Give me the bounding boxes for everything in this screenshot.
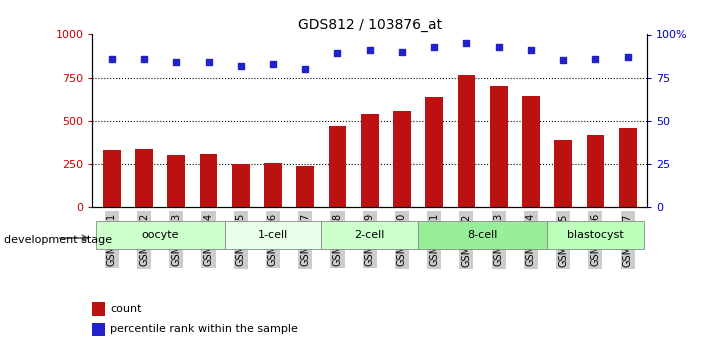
Point: [589, 56, 601, 61]
Bar: [425, 97, 443, 207]
Text: count: count: [110, 304, 141, 314]
Bar: [296, 167, 314, 207]
Point: [396, 49, 407, 55]
Bar: [135, 149, 153, 207]
Point: [235, 63, 247, 68]
Point: [525, 47, 537, 53]
FancyBboxPatch shape: [96, 221, 225, 248]
Title: GDS812 / 103876_at: GDS812 / 103876_at: [298, 18, 442, 32]
Bar: [103, 150, 121, 207]
Text: percentile rank within the sample: percentile rank within the sample: [110, 324, 298, 334]
Bar: [200, 155, 218, 207]
Text: 2-cell: 2-cell: [355, 230, 385, 239]
Bar: [264, 162, 282, 207]
FancyBboxPatch shape: [547, 221, 643, 248]
Bar: [92, 323, 105, 336]
Point: [139, 56, 150, 61]
Point: [493, 44, 504, 49]
Bar: [619, 128, 636, 207]
Bar: [393, 111, 411, 207]
Bar: [92, 302, 105, 316]
Point: [557, 58, 569, 63]
Text: oocyte: oocyte: [141, 230, 179, 239]
Point: [171, 59, 182, 65]
Point: [106, 56, 117, 61]
Point: [429, 44, 440, 49]
Bar: [555, 140, 572, 207]
Text: blastocyst: blastocyst: [567, 230, 624, 239]
Point: [299, 66, 311, 72]
Bar: [167, 155, 185, 207]
Bar: [490, 86, 508, 207]
Bar: [232, 164, 250, 207]
Point: [622, 54, 634, 60]
Point: [332, 51, 343, 56]
Bar: [328, 126, 346, 207]
FancyBboxPatch shape: [321, 221, 418, 248]
Bar: [587, 135, 604, 207]
Point: [203, 59, 214, 65]
Text: 8-cell: 8-cell: [467, 230, 498, 239]
FancyBboxPatch shape: [225, 221, 321, 248]
Text: development stage: development stage: [4, 235, 112, 245]
FancyBboxPatch shape: [418, 221, 547, 248]
Bar: [458, 75, 476, 207]
Point: [461, 40, 472, 46]
Text: 1-cell: 1-cell: [258, 230, 288, 239]
Point: [364, 47, 375, 53]
Bar: [522, 96, 540, 207]
Bar: [361, 114, 378, 207]
Point: [267, 61, 279, 67]
